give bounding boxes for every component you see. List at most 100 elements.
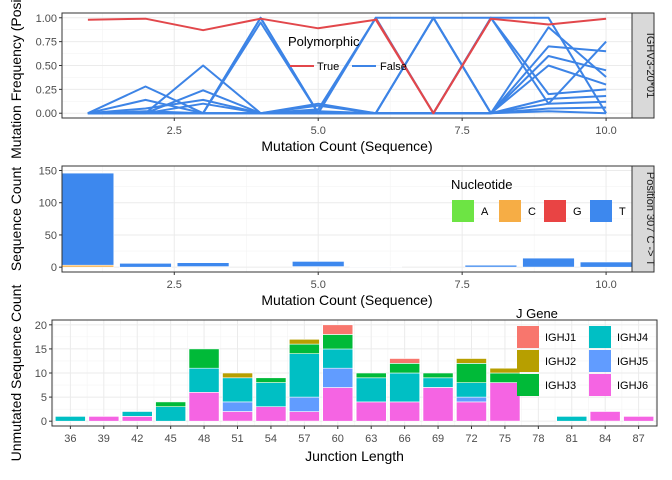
y-tick-label: 0 bbox=[41, 416, 47, 428]
panel-junction-length: 36 39 42 45 48 51 54 57 60 63 66 69 72 75 78 81 84 87 0 5 10… bbox=[8, 285, 658, 464]
legend-key-ighj5 bbox=[589, 350, 611, 372]
panel-sequence-count: Position 307 C -> T 2.5 5.0 7.5 10.0 0 50 100 15… bbox=[8, 165, 656, 308]
x-tick-label: 10.0 bbox=[595, 125, 616, 137]
y-tick-label: 1.00 bbox=[36, 13, 57, 25]
facet-strip bbox=[631, 12, 655, 119]
series-line-polymorphic-false bbox=[87, 110, 607, 115]
bar-segment-ighj4 bbox=[288, 353, 320, 398]
legend-title: J Gene bbox=[516, 306, 558, 321]
bar-segment-ighj6 bbox=[322, 387, 354, 422]
y-tick-label: 0 bbox=[51, 262, 57, 274]
bar-segment-ighj5 bbox=[288, 396, 320, 412]
y-tick-label: 0.25 bbox=[36, 84, 57, 96]
bar-segment-ighj4 bbox=[322, 348, 354, 369]
bar-segment-ighj4 bbox=[456, 382, 487, 398]
legend-key-ighj1 bbox=[517, 326, 539, 348]
bar-segment-t bbox=[119, 262, 172, 268]
legend-label: False bbox=[380, 61, 407, 73]
x-tick-label: 66 bbox=[399, 433, 411, 445]
legend-label: IGHJ2 bbox=[545, 356, 576, 368]
x-tick-label: 72 bbox=[465, 433, 477, 445]
y-tick-label: 5 bbox=[41, 392, 47, 404]
bar-segment-ighj4 bbox=[255, 382, 287, 408]
legend-key-t bbox=[590, 200, 612, 222]
x-tick-label: 75 bbox=[499, 433, 511, 445]
bar-segment-ighj6 bbox=[623, 416, 654, 422]
bar-segment-ighj3 bbox=[155, 401, 187, 407]
bar-segment-ighj3 bbox=[322, 334, 354, 350]
facet-strip-label: IGHV3-20*01 bbox=[644, 33, 656, 98]
bar-segment-ighj6 bbox=[456, 401, 487, 422]
x-tick-label: 60 bbox=[332, 433, 344, 445]
bar-segment-ighj6 bbox=[589, 411, 621, 422]
x-tick-label: 78 bbox=[532, 433, 544, 445]
bar-segment-ighj6 bbox=[389, 401, 421, 422]
facet-strip bbox=[631, 165, 655, 273]
bar-segment-t bbox=[61, 172, 115, 266]
x-tick-label: 2.5 bbox=[167, 279, 182, 291]
x-axis-title: Junction Length bbox=[305, 448, 404, 464]
y-tick-label: 15 bbox=[35, 344, 47, 356]
y-tick-label: 50 bbox=[45, 230, 57, 242]
bar-segment-ighj6 bbox=[288, 411, 320, 422]
x-tick-label: 39 bbox=[98, 433, 110, 445]
bar-segment-ighj3 bbox=[188, 348, 220, 369]
bar-segment-ighj6 bbox=[188, 391, 220, 422]
bar-segment-t bbox=[464, 264, 518, 268]
legend-label: A bbox=[481, 206, 489, 218]
bar-segment-t bbox=[349, 266, 402, 268]
legend-label: IGHJ6 bbox=[617, 380, 648, 392]
legend-title: Nucleotide bbox=[451, 177, 512, 192]
bar-segment-t bbox=[579, 261, 633, 268]
legend-key-ighj6 bbox=[589, 374, 611, 396]
bar-segment-ighj3 bbox=[255, 377, 287, 383]
y-tick-label: 0.00 bbox=[36, 108, 57, 120]
bar-segment-ighj4 bbox=[222, 377, 253, 403]
series-line-polymorphic-true bbox=[374, 18, 492, 115]
x-tick-label: 42 bbox=[131, 433, 143, 445]
bar-segment-ighj2 bbox=[288, 338, 320, 345]
x-tick-label: 2.5 bbox=[167, 125, 182, 137]
legend-title: Polymorphic bbox=[288, 34, 360, 49]
bar-segment-ighj3 bbox=[422, 372, 454, 379]
bar-segment-ighj1 bbox=[389, 358, 421, 364]
x-axis-title: Mutation Count (Sequence) bbox=[261, 138, 432, 154]
bar-segment-ighj5 bbox=[322, 367, 354, 388]
legend-label: IGHJ5 bbox=[617, 356, 648, 368]
legend-label: IGHJ4 bbox=[617, 332, 648, 344]
bar-segment-ighj4 bbox=[54, 416, 86, 422]
bar-segment-t bbox=[176, 262, 230, 267]
x-tick-label: 51 bbox=[231, 433, 243, 445]
y-axis-title: Sequence Count bbox=[8, 167, 24, 271]
x-tick-label: 10.0 bbox=[595, 279, 616, 291]
bar-segment-ighj6 bbox=[121, 416, 153, 422]
x-tick-label: 84 bbox=[599, 433, 611, 445]
x-tick-label: 57 bbox=[298, 433, 310, 445]
x-tick-label: 7.5 bbox=[455, 279, 470, 291]
x-tick-label: 48 bbox=[198, 433, 210, 445]
series-line-polymorphic-false bbox=[87, 16, 607, 115]
x-tick-label: 69 bbox=[432, 433, 444, 445]
legend-key-ighj2 bbox=[517, 350, 539, 372]
bar-segment-ighj4 bbox=[556, 416, 588, 422]
y-axis-title: Unmutated Sequence Count bbox=[8, 285, 24, 462]
legend-key-g bbox=[544, 200, 566, 222]
x-tick-label: 63 bbox=[365, 433, 377, 445]
x-tick-label: 7.5 bbox=[455, 125, 470, 137]
legend-label: IGHJ3 bbox=[545, 380, 576, 392]
y-tick-label: 150 bbox=[39, 166, 57, 178]
bar-segment-ighj2 bbox=[456, 358, 487, 364]
y-tick-label: 10 bbox=[35, 368, 47, 380]
x-tick-label: 81 bbox=[566, 433, 578, 445]
series-line-polymorphic-false bbox=[87, 16, 607, 115]
x-tick-label: 5.0 bbox=[311, 125, 326, 137]
legend-label: G bbox=[573, 206, 582, 218]
bar-segment-ighj6 bbox=[222, 411, 253, 422]
y-axis-title: Mutation Frequency (Position) bbox=[8, 0, 24, 159]
legend-key-ighj4 bbox=[589, 326, 611, 348]
panel-mutation-frequency: IGHV3-20*01 2.5 5.0 7.5 10.0 0.00 0.25 0.50 0.75… bbox=[8, 0, 656, 159]
x-tick-label: 5.0 bbox=[311, 279, 326, 291]
bar-segment-ighj2 bbox=[489, 367, 521, 374]
bar-segment-ighj3 bbox=[489, 372, 521, 383]
bar-segment-t bbox=[291, 261, 345, 267]
